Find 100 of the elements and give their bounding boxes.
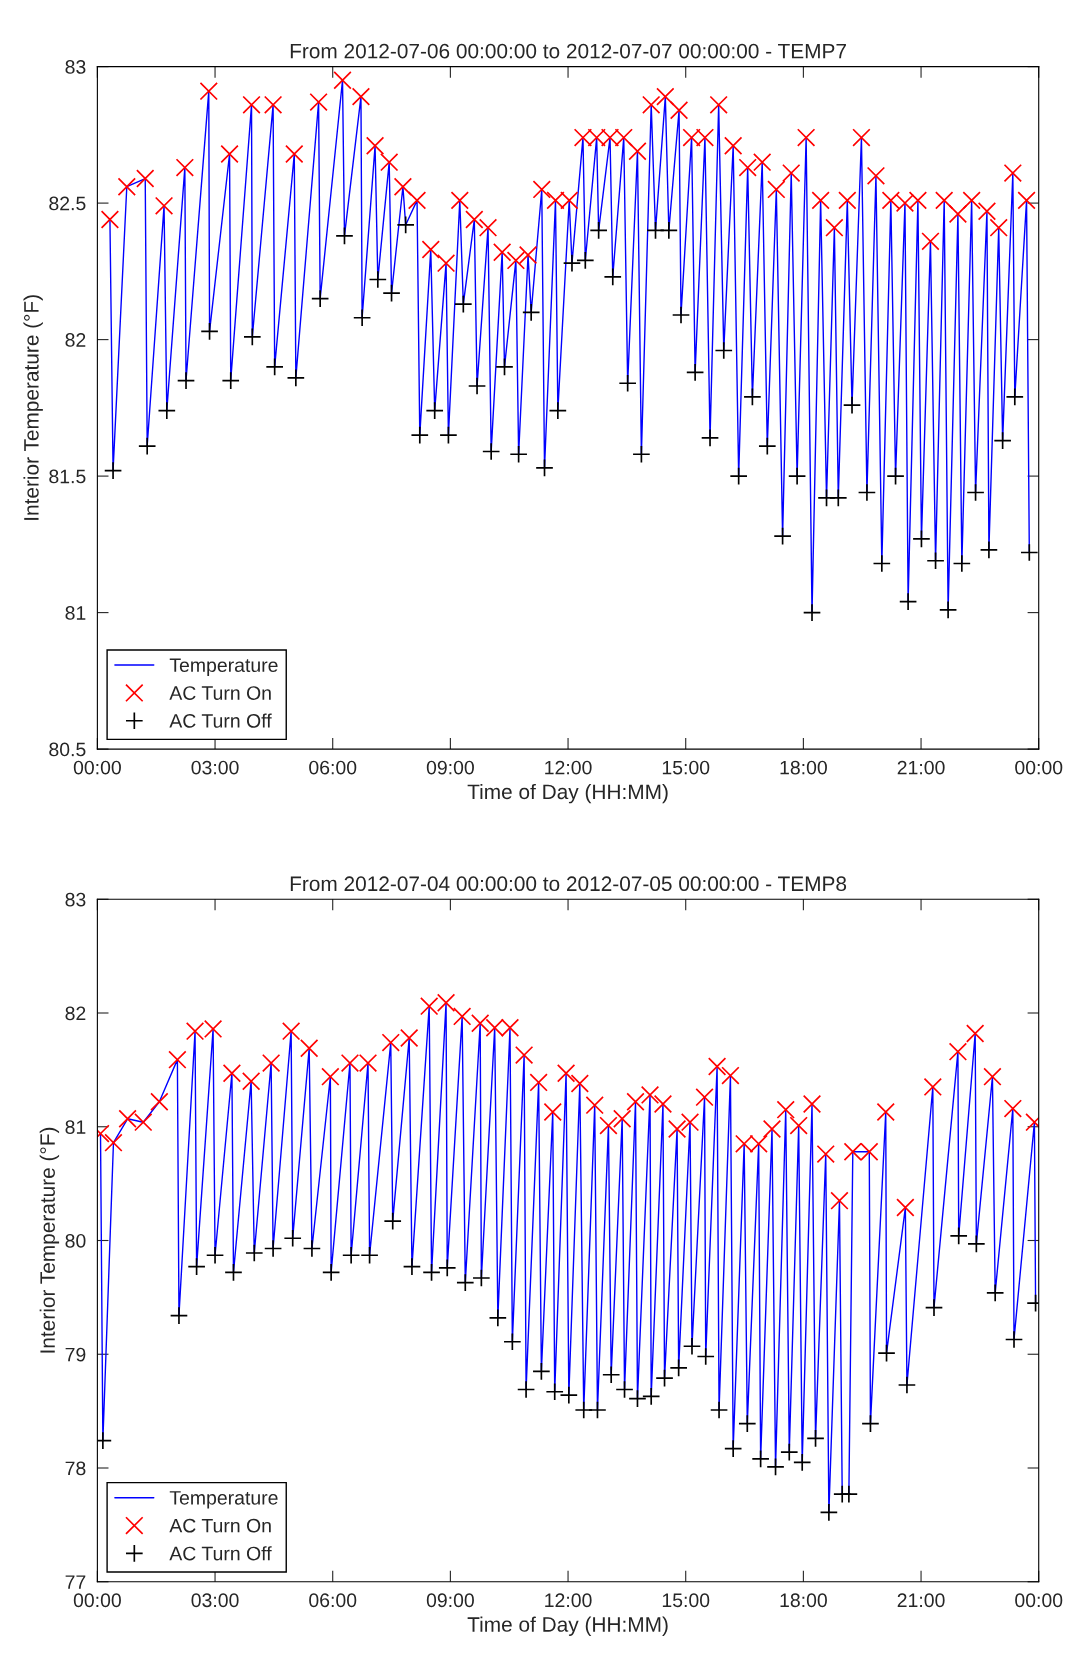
y-axis-title: Interior Temperature (°F)	[39, 1127, 60, 1353]
point	[924, 1298, 944, 1317]
point	[923, 1077, 942, 1097]
point	[743, 387, 762, 407]
point	[603, 267, 622, 286]
point	[793, 1453, 812, 1472]
point	[283, 1229, 302, 1248]
y-tick-label: 82	[65, 333, 86, 347]
point	[829, 488, 848, 508]
point	[640, 1085, 660, 1105]
point	[150, 1092, 169, 1111]
x-tick-label: 03:00	[191, 1593, 239, 1608]
x-tick-label: 21:00	[897, 1593, 945, 1608]
y-tick-label: 81.5	[49, 469, 86, 484]
point	[700, 428, 720, 448]
point	[176, 371, 196, 390]
y-tick-label: 79	[65, 1347, 86, 1362]
point	[514, 1045, 534, 1065]
point	[680, 1113, 700, 1132]
point	[548, 401, 568, 420]
point	[556, 1064, 576, 1083]
point	[758, 436, 777, 456]
point	[1005, 387, 1024, 407]
point	[368, 270, 387, 289]
point	[585, 1095, 604, 1115]
point	[562, 253, 582, 273]
point	[438, 1258, 457, 1277]
point	[671, 305, 691, 325]
point	[169, 1306, 189, 1325]
point	[168, 1050, 187, 1069]
legend-label: AC Turn On	[169, 686, 271, 700]
point	[495, 357, 514, 377]
point	[588, 1400, 607, 1420]
x-tick-label: 12:00	[545, 1593, 592, 1608]
point	[602, 1365, 621, 1384]
point	[806, 1429, 825, 1448]
point	[738, 1414, 757, 1433]
point	[422, 1263, 441, 1282]
point	[773, 526, 792, 546]
y-tick-label: 80	[65, 1233, 86, 1248]
point	[402, 1257, 422, 1276]
point	[532, 1362, 551, 1381]
point	[876, 1102, 895, 1122]
point	[979, 540, 999, 559]
y-axis-title: Interior Temperature (°F)	[23, 295, 43, 520]
x-tick-label: 09:00	[426, 760, 474, 775]
point	[599, 1116, 618, 1135]
point	[200, 322, 219, 341]
point	[938, 600, 958, 620]
point	[321, 1263, 341, 1282]
legend-label: Temperature	[169, 658, 278, 676]
point	[381, 1033, 400, 1052]
point	[1020, 543, 1039, 562]
point	[685, 363, 705, 382]
point	[655, 1368, 674, 1388]
point	[452, 1007, 472, 1026]
y-tick-label: 81	[65, 606, 86, 620]
point	[842, 395, 862, 415]
x-tick-label: 00:00	[73, 760, 121, 775]
point	[966, 483, 985, 502]
x-tick-label: 09:00	[426, 1593, 474, 1608]
point	[966, 1024, 985, 1043]
point	[896, 1198, 915, 1217]
point	[410, 425, 429, 445]
point	[488, 1308, 508, 1328]
x-tick-label: 00:00	[1015, 1593, 1063, 1608]
legend-label: Temperature	[169, 1491, 278, 1509]
point	[714, 341, 733, 360]
point	[224, 1263, 243, 1282]
point	[400, 1028, 419, 1048]
point	[952, 554, 972, 573]
point	[667, 1119, 687, 1139]
point	[780, 1442, 799, 1462]
point	[265, 357, 284, 377]
legend-label: AC Turn Off	[169, 713, 272, 728]
point	[589, 221, 608, 240]
point	[439, 425, 458, 445]
point	[830, 1191, 849, 1210]
point	[949, 1226, 968, 1246]
point	[983, 1067, 1002, 1086]
y-tick-label: 80.5	[49, 742, 86, 757]
point	[721, 1066, 740, 1085]
point	[789, 1116, 808, 1135]
point	[1004, 1330, 1024, 1349]
point	[335, 226, 354, 246]
point	[425, 401, 444, 420]
point	[766, 1457, 785, 1477]
point	[104, 1133, 123, 1152]
point	[696, 1347, 715, 1366]
point	[653, 1094, 673, 1114]
point	[762, 1119, 782, 1139]
chart-title: From 2012-07-06 00:00:00 to 2012-07-07 00:00:00 - TEMP7	[290, 43, 846, 59]
point	[157, 401, 176, 420]
point	[787, 466, 807, 486]
point	[1003, 1099, 1023, 1118]
y-tick-label: 81	[65, 1120, 86, 1134]
point	[695, 1088, 714, 1107]
point	[396, 215, 415, 235]
point	[522, 303, 541, 322]
point	[709, 1400, 729, 1420]
